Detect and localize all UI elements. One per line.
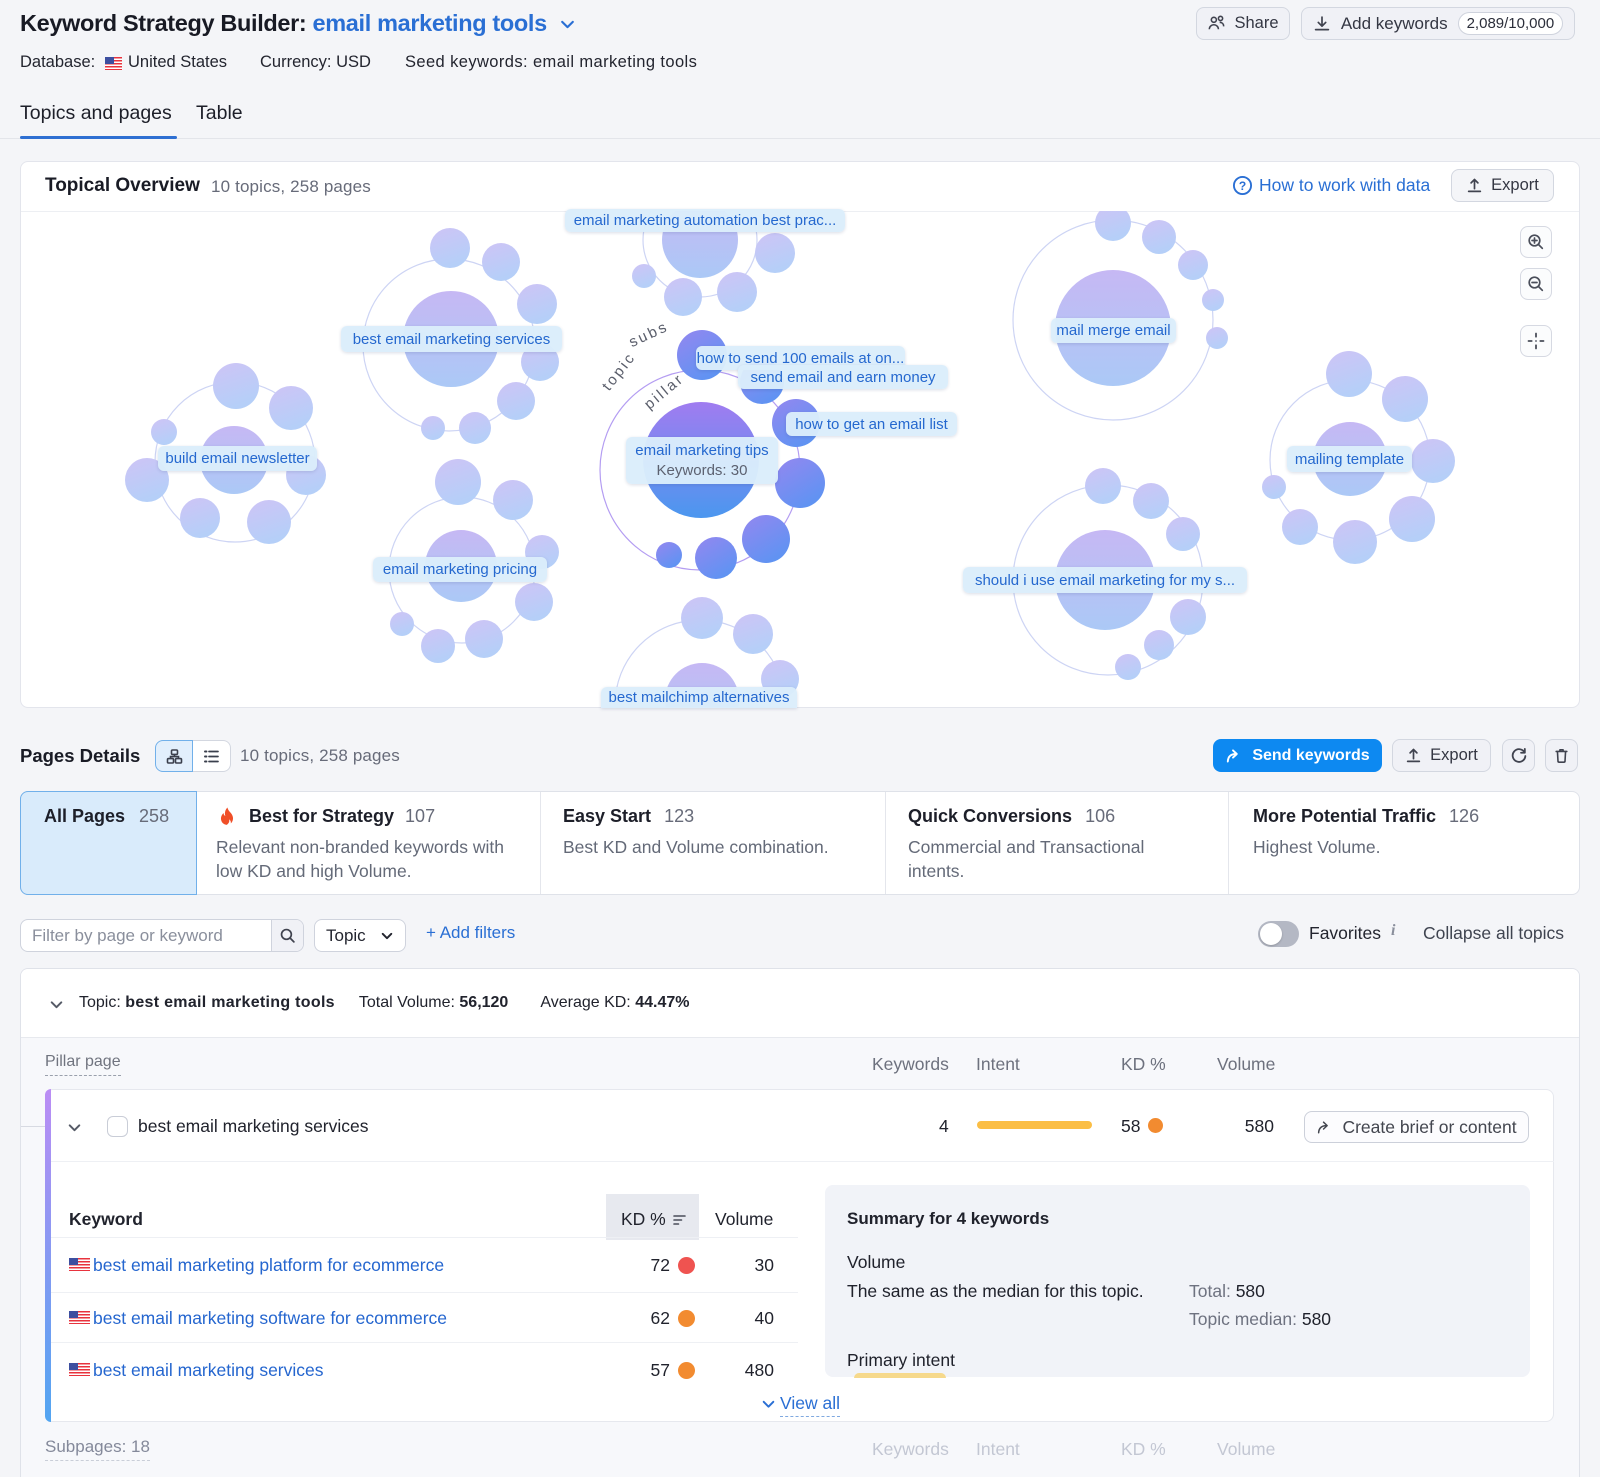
svg-text:?: ? <box>1239 179 1246 193</box>
